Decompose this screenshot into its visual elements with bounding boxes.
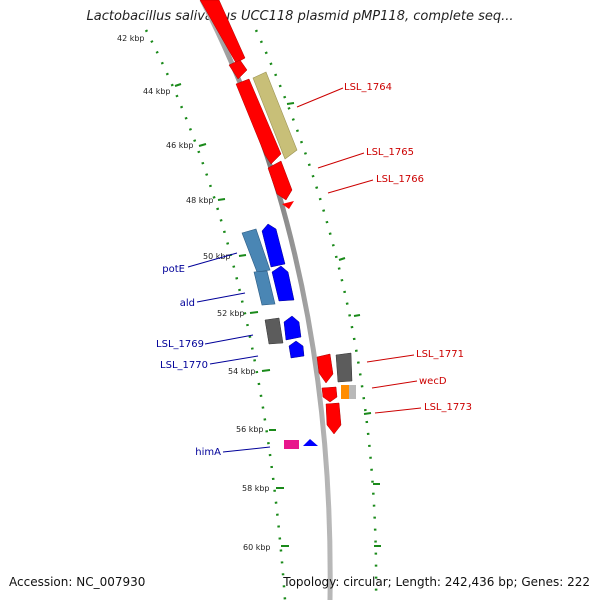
accession-label: Accession: NC_007930 [9, 575, 146, 589]
label-leader [196, 292, 246, 303]
tick-label-60: 60 kbp [243, 543, 271, 552]
tick-label-44: 44 kbp [143, 87, 171, 96]
ruler-major-tick [363, 412, 372, 415]
gene-label-lsl-1766[interactable]: LSL_1766 [376, 174, 424, 185]
tick-label-46: 46 kbp [166, 141, 194, 150]
gene-label-lsl-1764[interactable]: LSL_1764 [344, 82, 392, 93]
label-leader [366, 354, 415, 363]
label-leader [222, 446, 271, 453]
gene-label-hima[interactable]: himA [195, 447, 221, 458]
gene-wecd[interactable] [341, 385, 349, 399]
tick-label-42: 42 kbp [117, 34, 145, 43]
label-leader [296, 87, 344, 108]
gene-label-wecd[interactable]: wecD [419, 376, 447, 387]
gene-lsl-1770[interactable] [288, 340, 305, 359]
ruler-major-tick [286, 102, 295, 105]
gene-lsl-1771[interactable] [316, 353, 334, 384]
ruler-major-tick [261, 369, 271, 372]
label-leader [371, 380, 418, 389]
gene-forward[interactable] [199, 0, 246, 64]
gene-label-lsl-1770[interactable]: LSL_1770 [160, 360, 208, 371]
ruler-major-tick [217, 198, 226, 201]
gene-reverse[interactable] [303, 439, 318, 446]
label-leader [317, 152, 365, 169]
tick-label-58: 58 kbp [242, 484, 270, 493]
ruler-major-tick [249, 311, 259, 314]
gene-forward[interactable] [228, 59, 248, 80]
gene-lsl-1764[interactable] [235, 78, 282, 165]
gene-forward[interactable] [282, 201, 294, 209]
ruler-major-tick [174, 83, 182, 87]
ruler-major-tick [198, 143, 207, 147]
gene-lsl-1765[interactable] [252, 71, 298, 160]
gene-label-lsl-1773[interactable]: LSL_1773 [424, 402, 472, 413]
label-leader [374, 407, 422, 414]
label-leader [187, 252, 238, 268]
label-leader [209, 355, 259, 365]
gene-forward[interactable] [349, 385, 356, 399]
gene-pote[interactable] [261, 223, 286, 268]
gene-label-lsl-1769[interactable]: LSL_1769 [156, 339, 204, 350]
gene-lsl-1769[interactable] [264, 317, 284, 345]
ruler-major-tick [353, 314, 361, 317]
tick-label-48: 48 kbp [186, 196, 214, 205]
map-title: Lactobacillus salivarius UCC118 plasmid … [86, 9, 514, 24]
gene-hima[interactable] [284, 440, 299, 449]
ruler-major-tick [238, 254, 247, 257]
gene-label-ald[interactable]: ald [180, 298, 195, 309]
gene-ald[interactable] [271, 265, 295, 302]
gene-label-pote[interactable]: potE [162, 264, 185, 275]
tick-label-52: 52 kbp [217, 309, 245, 318]
gene-lsl-1773[interactable] [325, 402, 342, 435]
gene-label-lsl-1771[interactable]: LSL_1771 [416, 349, 464, 360]
ruler-major-tick [338, 257, 346, 261]
label-leader [204, 334, 254, 345]
gene-ald[interactable] [253, 270, 276, 306]
tick-label-56: 56 kbp [236, 425, 264, 434]
tick-label-54: 54 kbp [228, 367, 256, 376]
gene-pote[interactable] [241, 228, 271, 273]
gene-wecd[interactable] [321, 386, 338, 403]
gene-lsl-1771[interactable] [335, 352, 353, 383]
gene-lsl-1766[interactable] [267, 160, 293, 201]
tick-label-50: 50 kbp [203, 252, 231, 261]
gene-label-lsl-1765[interactable]: LSL_1765 [366, 147, 414, 158]
gene-lsl-1769[interactable] [283, 315, 302, 341]
label-leader [327, 179, 374, 194]
topology-summary: Topology: circular; Length: 242,436 bp; … [283, 575, 590, 589]
